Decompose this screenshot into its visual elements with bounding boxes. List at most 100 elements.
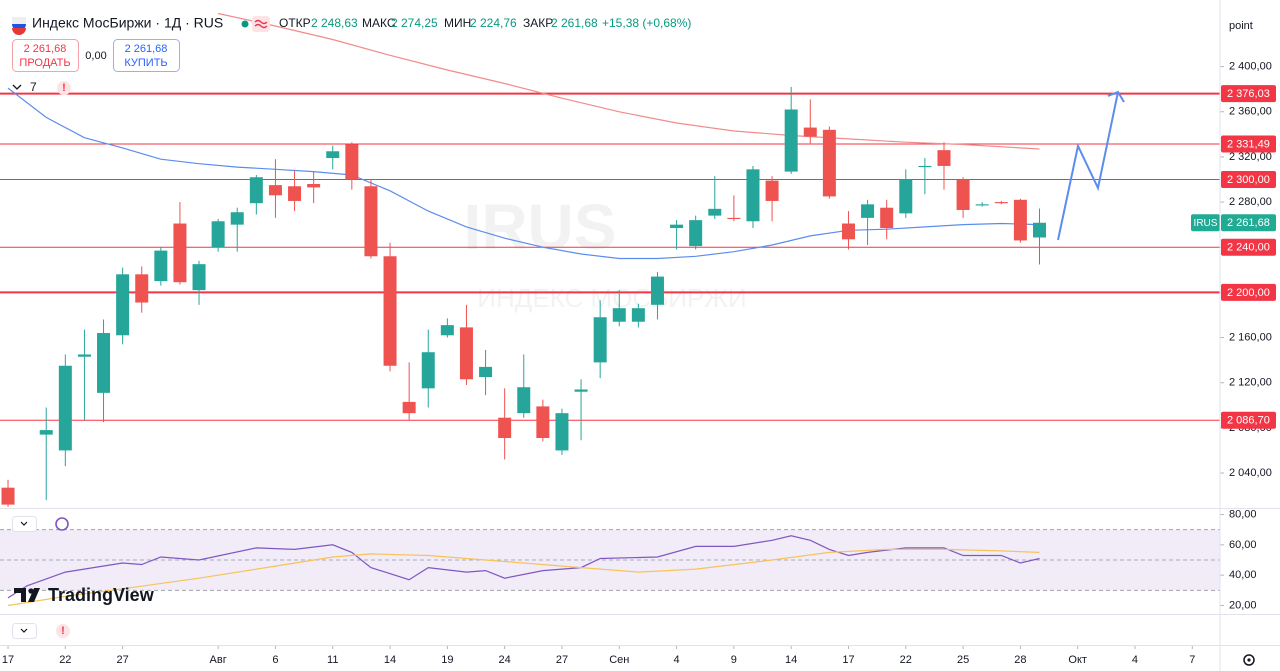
candle-body xyxy=(402,401,416,414)
candle xyxy=(746,165,760,229)
candle-body xyxy=(421,352,435,389)
y-tick-label: 2 040,00 xyxy=(1229,467,1272,479)
candle-body xyxy=(173,223,187,283)
candle-body xyxy=(994,202,1008,204)
candle-body xyxy=(841,223,855,240)
watermark-symbol: IRUS xyxy=(464,191,617,263)
candle-body xyxy=(746,169,760,222)
sell-price[interactable]: 2 261,68 xyxy=(24,43,67,55)
y-tick-label: 2 400,00 xyxy=(1229,61,1272,73)
candle xyxy=(803,99,817,145)
candle xyxy=(555,408,569,455)
candle xyxy=(77,329,91,420)
ohlc-value: 2 248,63 xyxy=(311,16,358,30)
candle-body xyxy=(345,144,359,180)
candle-body xyxy=(116,274,130,336)
candle xyxy=(956,177,970,218)
candle xyxy=(173,202,187,285)
level-label: 2 086,70 xyxy=(1227,415,1270,427)
indicators-toggle[interactable] xyxy=(12,84,22,90)
signal-wave xyxy=(254,19,268,29)
sell-button[interactable]: 2 261,68 ПРОДАТЬ xyxy=(12,39,79,72)
y-tick-label: 2 360,00 xyxy=(1229,106,1272,118)
watermark-name: ИНДЕКС МОСБИРЖИ xyxy=(477,283,746,313)
candle xyxy=(268,159,282,218)
moving-average xyxy=(217,12,1040,150)
level-label: 2 331,49 xyxy=(1227,138,1270,150)
candle-body xyxy=(440,325,454,336)
indicators-count[interactable]: 7 xyxy=(30,80,37,94)
candle xyxy=(765,176,779,222)
candle-body xyxy=(612,308,626,322)
candle-body xyxy=(97,333,111,393)
candle xyxy=(1032,208,1046,265)
candle-body xyxy=(1013,199,1027,241)
candle-body xyxy=(230,212,244,225)
candle xyxy=(517,354,531,418)
candle xyxy=(1,479,15,507)
y-tick-label: 40,00 xyxy=(1229,569,1257,581)
candle-body xyxy=(975,204,989,206)
x-tick-label: 22 xyxy=(900,654,912,666)
watermark: IRUS ИНДЕКС МОСБИРЖИ xyxy=(464,191,747,313)
ohlc-label: ОТКР xyxy=(279,16,311,30)
x-tick-label: 14 xyxy=(384,654,396,666)
logo-text: TradingView xyxy=(48,585,155,605)
buy-label[interactable]: КУПИТЬ xyxy=(124,57,167,69)
candle-body xyxy=(899,179,913,214)
warning-mark: ! xyxy=(62,82,66,94)
level-label: 2 376,03 xyxy=(1227,88,1270,100)
level-label: 2 240,00 xyxy=(1227,242,1270,254)
candle-body xyxy=(192,264,206,291)
x-tick-label: 27 xyxy=(117,654,129,666)
ohlc-label: МИН xyxy=(444,16,471,30)
candle xyxy=(574,379,588,441)
warning-icon[interactable] xyxy=(56,624,70,638)
y-tick-label: 60,00 xyxy=(1229,539,1257,551)
candle-body xyxy=(135,274,149,303)
buy-price[interactable]: 2 261,68 xyxy=(125,43,168,55)
candle-body xyxy=(268,185,282,196)
buy-box[interactable] xyxy=(113,39,180,72)
x-tick-label: 17 xyxy=(2,654,14,666)
x-tick-label: 14 xyxy=(785,654,797,666)
level-tag xyxy=(1221,238,1276,256)
sell-label[interactable]: ПРОДАТЬ xyxy=(19,57,70,69)
candle xyxy=(536,399,550,442)
candle xyxy=(211,219,225,252)
candle xyxy=(670,220,684,250)
candle-body xyxy=(326,151,340,159)
candle-body xyxy=(517,387,531,414)
flag-top xyxy=(12,17,26,24)
candle xyxy=(459,304,473,385)
candle-body xyxy=(77,354,91,357)
settings-icon[interactable] xyxy=(1243,654,1255,666)
oscillator-line xyxy=(7,535,1040,599)
x-tick-label: 27 xyxy=(556,654,568,666)
oscillator-line xyxy=(7,548,1040,607)
x-tick-label: 7 xyxy=(1189,654,1195,666)
candle xyxy=(841,211,855,250)
ohlc-label: МАКС xyxy=(362,16,396,30)
sell-box[interactable] xyxy=(12,39,79,72)
candle-body xyxy=(689,220,703,247)
x-tick-label: Авг xyxy=(210,654,227,666)
x-tick-label: 11 xyxy=(327,654,338,666)
candle xyxy=(479,349,493,396)
candle-body xyxy=(1032,222,1046,238)
oscillator-pane xyxy=(0,529,1220,607)
candle xyxy=(880,199,894,240)
price-tag-name: IRUS xyxy=(1194,218,1218,229)
candle-body xyxy=(307,184,321,188)
axes: 2 400,00 2 360,00 2 320,00 2 280,00 2 240,00… xyxy=(2,61,1276,666)
candle-body xyxy=(631,308,645,322)
candle xyxy=(440,318,454,338)
candle xyxy=(421,329,435,408)
warning-icon[interactable] xyxy=(57,81,71,95)
candle xyxy=(307,171,321,204)
candle xyxy=(631,303,645,328)
buy-button[interactable]: 2 261,68 КУПИТЬ xyxy=(113,39,180,72)
refresh-icon[interactable] xyxy=(55,517,69,531)
x-tick-label: 9 xyxy=(731,654,737,666)
